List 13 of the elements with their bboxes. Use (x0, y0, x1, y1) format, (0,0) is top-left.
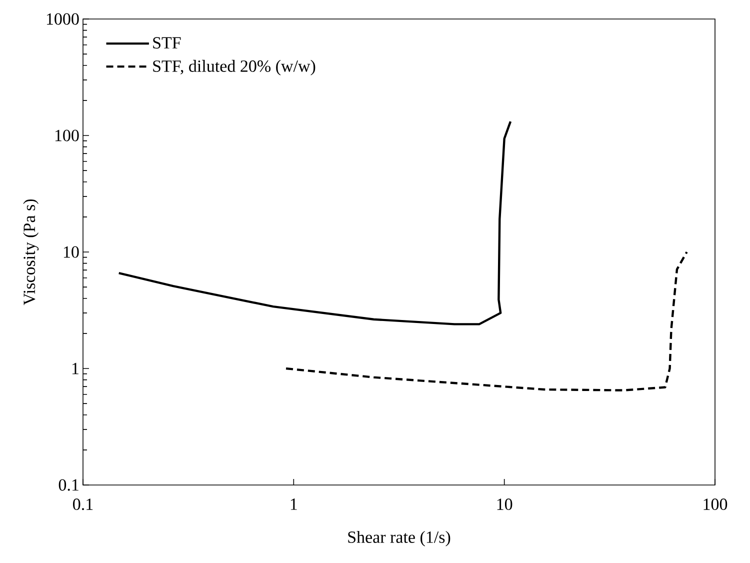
y-tick-label: 0.1 (58, 479, 78, 491)
x-tick-label: 10 (497, 498, 512, 510)
x-axis-title: Shear rate (1/s) (348, 530, 450, 546)
y-axis-title: Viscosity (Pa s) (23, 199, 39, 306)
y-tick-label: 100 (55, 130, 79, 142)
x-tick-label: 0.1 (73, 498, 93, 510)
legend-label: STF, diluted 20% (w/w) (153, 60, 316, 76)
legend-label: STF (153, 37, 181, 49)
y-tick-label: 1 (72, 362, 78, 374)
x-tick-label: 100 (704, 498, 728, 510)
y-tick-label: 10 (64, 246, 79, 258)
y-tick-label: 1000 (46, 13, 79, 25)
x-tick-label: 1 (290, 498, 297, 510)
